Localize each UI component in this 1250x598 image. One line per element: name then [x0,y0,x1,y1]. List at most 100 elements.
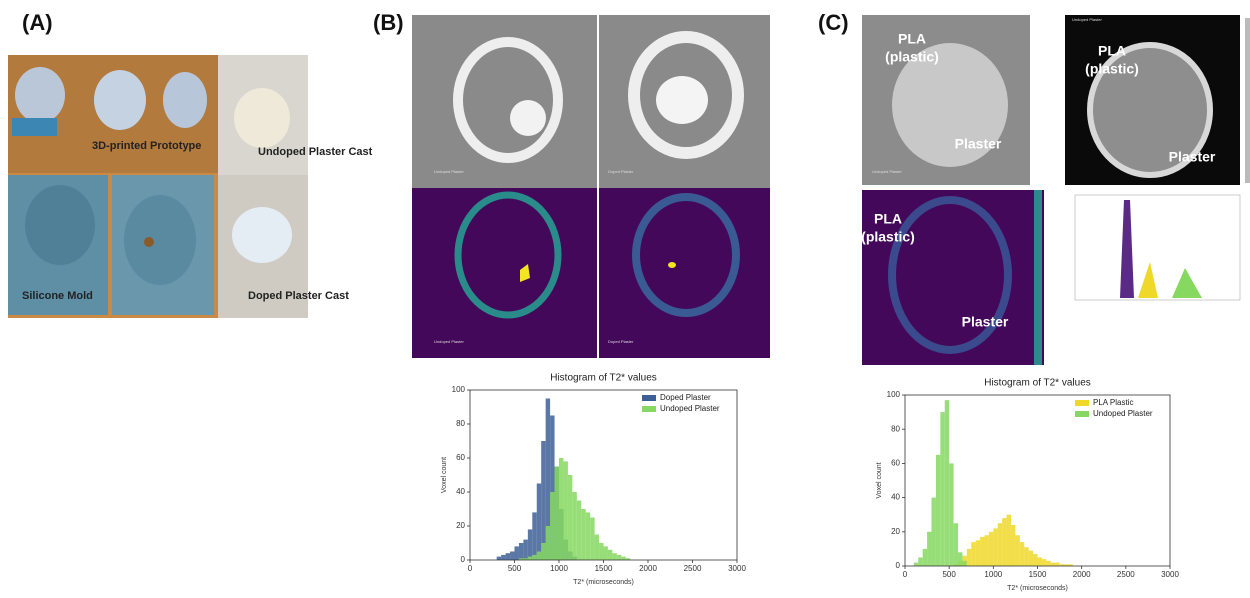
image-label: Undoped Plaster [434,339,464,344]
histogram-bar [918,557,922,566]
histogram-bar [595,535,599,561]
histogram-bar [993,528,997,566]
y-axis-label: Voxel count [876,462,883,498]
x-tick-label: 0 [903,570,908,579]
histogram-bar [1024,547,1028,566]
x-tick-label: 1500 [595,564,613,573]
histogram-bar [962,561,966,566]
histogram-bar [497,557,501,560]
image-label: PLA [898,31,926,47]
histogram-bar [506,553,510,560]
x-axis-label: T2* (microseconds) [1007,585,1068,592]
image-label: PLA [874,211,902,227]
image-label: Plaster [955,136,1002,152]
y-tick-label: 60 [456,453,465,462]
histogram-bar [936,455,940,566]
histogram-bar [563,461,567,560]
image-label: Undoped Plaster [1072,17,1102,22]
histogram-bar [559,458,563,560]
histogram-bar [945,400,949,566]
legend-label: Undoped Plaster [1093,409,1153,418]
histogram-bar [617,555,621,560]
y-axis-label: Voxel count [441,457,448,493]
histogram-bar [1042,559,1046,566]
x-tick-label: 2500 [684,564,702,573]
x-tick-label: 2000 [1073,570,1091,579]
histogram-bar [923,549,927,566]
histogram-bar [523,540,527,560]
histogram-bar [1007,515,1011,566]
histogram-bar [1038,557,1042,566]
x-tick-label: 1000 [984,570,1002,579]
legend-swatch [642,406,656,412]
histogram-bar [940,412,944,566]
y-tick-label: 20 [891,527,900,536]
histogram-bar [577,501,581,561]
chart-title: Histogram of T2* values [984,378,1091,389]
y-tick-label: 40 [891,493,900,502]
x-tick-label: 500 [942,570,956,579]
legend-label: PLA Plastic [1093,398,1133,407]
histogram-bar [967,549,971,566]
histogram-bar [1011,525,1015,566]
page: {"panels": { "a": {"label": "(A)", "capt… [0,0,1250,593]
histogram-bar [604,546,608,560]
histogram-bar [541,441,545,560]
scan-images [412,15,770,358]
image-label: (plastic) [1085,61,1139,77]
image-label: (plastic) [861,229,915,245]
image-label: Doped Plaster [608,169,634,174]
histogram-bar [537,552,541,561]
histogram-bar [608,550,612,560]
histogram-bar [537,484,541,561]
histograms: Histogram of T2* values T2* (microseconds… [441,373,1180,592]
legend-label: Doped Plaster [660,393,711,402]
histogram-bar [1002,518,1006,566]
histogram-bar [1033,554,1037,566]
histogram-bar [519,543,523,560]
x-tick-label: 2500 [1117,570,1135,579]
y-tick-label: 40 [456,487,465,496]
legend-swatch [1075,400,1089,406]
histogram-bar [954,523,958,566]
plot-frame [470,390,737,560]
histogram-bar [949,463,953,566]
histogram-bar [550,492,554,560]
y-tick-label: 100 [887,390,901,399]
histogram-bar [510,552,514,561]
photo-caption: Silicone Mold [22,290,93,302]
histogram-bar [572,492,576,560]
x-tick-label: 0 [468,564,473,573]
histogram-bar [1051,563,1055,566]
histogram-bar [1046,561,1050,566]
figure: (A) 3D-printed Prototype Undoped Plaster… [0,0,1250,593]
histogram-bar [1029,551,1033,566]
photo-caption: Undoped Plaster Cast [258,146,373,158]
x-tick-label: 500 [508,564,522,573]
y-tick-label: 0 [896,561,901,570]
panel-label: (C) [818,10,849,35]
legend-label: Undoped Plaster [660,404,720,413]
image-label: Undoped Plaster [872,169,902,174]
histogram-bar [621,557,625,560]
image-label: Plaster [1169,149,1216,165]
histogram-bar [612,553,616,560]
histogram-bar [985,535,989,566]
histogram-bar [528,529,532,560]
x-tick-label: 3000 [728,564,746,573]
histogram-bar [581,509,585,560]
histogram-bar [501,555,505,560]
y-tick-label: 0 [461,555,466,564]
chart-title: Histogram of T2* values [550,373,657,384]
y-tick-label: 100 [452,385,466,394]
legend-swatch [642,395,656,401]
photo-collage [8,55,308,318]
scan-images [862,15,1250,365]
histogram-bar [528,557,532,560]
photo-caption: Doped Plaster Cast [248,290,349,302]
histogram-bar [532,555,536,560]
histogram-bar [555,467,559,561]
histogram-bar [989,532,993,566]
legend-swatch [1075,411,1089,417]
histogram-bar [914,563,918,566]
